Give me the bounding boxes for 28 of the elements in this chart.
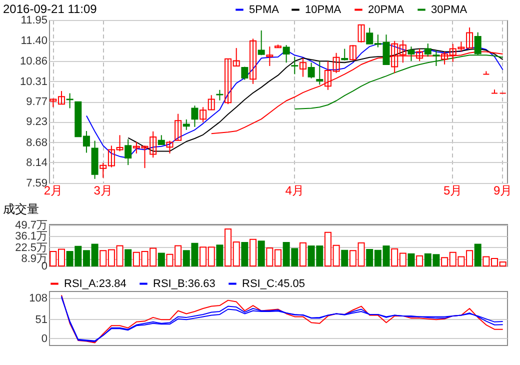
x-tick-label: 9月 <box>493 184 512 198</box>
y-tick-label: 10.86 <box>20 55 48 68</box>
legend-label: RSI_B:36.63 <box>153 278 216 290</box>
chart-title: 成交量 <box>3 202 39 216</box>
series-label: RSI_A:23.84 <box>64 278 126 290</box>
y-tick-label: 49.7万 <box>15 219 48 232</box>
y-tick-label: 8.68 <box>26 136 48 149</box>
x-tick-label: 5月 <box>444 184 462 198</box>
legend-label: 10PMA <box>305 4 342 16</box>
chart-title: 2016-09-21 11:09 <box>3 2 98 16</box>
y-tick-label: 9.77 <box>26 96 48 108</box>
legend-label: 5PMA <box>249 4 280 16</box>
y-tick-label: 36.1万 <box>15 230 48 243</box>
legend-label: RSI_C:45.05 <box>242 278 305 290</box>
y-tick-label: 51 <box>35 314 48 326</box>
x-tick-label: 3月 <box>94 184 112 198</box>
y-tick-label: 10.31 <box>20 76 48 88</box>
y-tick-label: 9.23 <box>26 116 48 128</box>
y-tick-label: 0 <box>41 260 48 272</box>
legend-label: 20PMA <box>368 4 405 16</box>
x-tick-label: 4月 <box>285 184 304 198</box>
y-tick-label: 11.95 <box>20 14 48 26</box>
y-tick-label: 22.5万 <box>15 242 48 254</box>
legend-label: 30PMA <box>431 4 468 16</box>
y-tick-label: 11.40 <box>20 35 48 48</box>
y-tick-label: 108 <box>29 292 48 305</box>
y-tick-label: 8.14 <box>26 156 48 169</box>
y-tick-label: 0 <box>41 332 48 345</box>
